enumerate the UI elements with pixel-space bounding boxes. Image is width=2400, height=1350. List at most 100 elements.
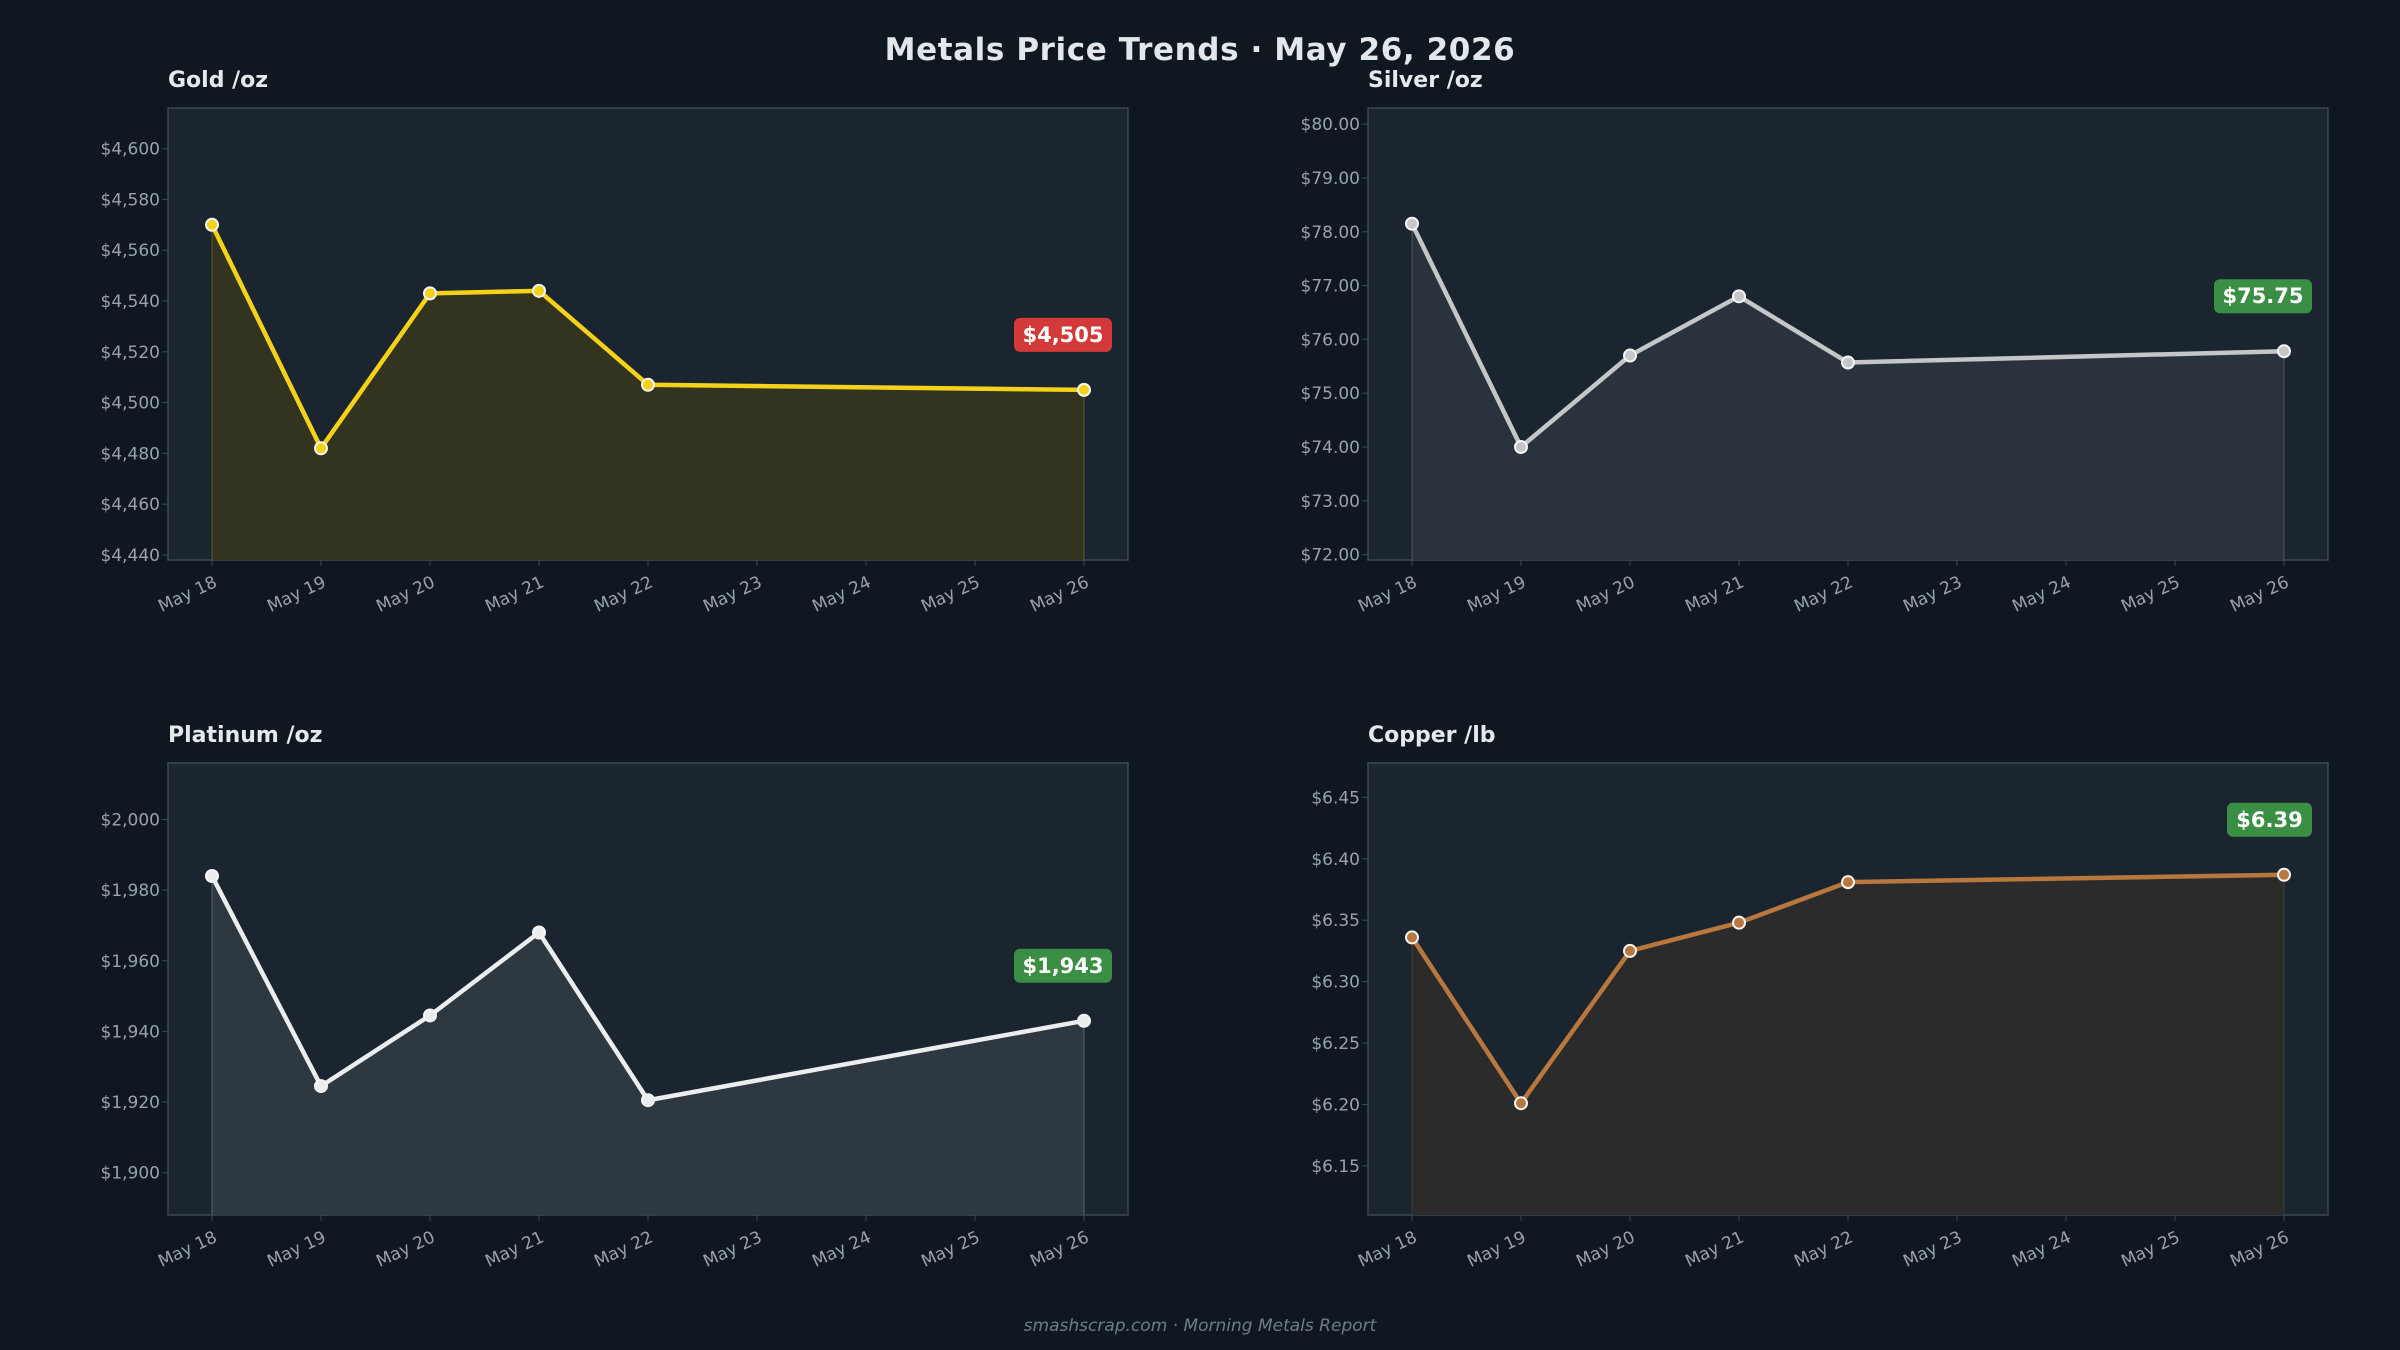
x-tick-label: May 24 bbox=[809, 572, 874, 616]
y-tick-label: $75.00 bbox=[1301, 384, 1360, 404]
data-point bbox=[1623, 348, 1637, 363]
x-tick-label: May 22 bbox=[1791, 1227, 1856, 1271]
y-tick-label: $4,540 bbox=[101, 292, 160, 312]
x-tick-label: May 26 bbox=[2227, 1227, 2292, 1271]
x-tick-label: May 25 bbox=[918, 1227, 983, 1271]
x-tick-label: May 23 bbox=[1900, 1227, 1965, 1271]
data-point bbox=[641, 1093, 655, 1108]
x-tick-label: May 20 bbox=[373, 572, 438, 616]
x-tick-label: May 19 bbox=[264, 572, 329, 616]
x-tick-label: May 25 bbox=[918, 572, 983, 616]
x-tick-label: May 22 bbox=[591, 572, 656, 616]
x-tick-label: May 21 bbox=[482, 572, 547, 616]
y-tick-label: $6.15 bbox=[1311, 1157, 1360, 1177]
area-fill bbox=[1412, 223, 2284, 560]
x-tick-label: May 24 bbox=[2009, 1227, 2074, 1271]
x-tick-label: May 24 bbox=[2009, 572, 2074, 616]
y-tick-label: $6.35 bbox=[1311, 911, 1360, 931]
y-tick-label: $4,580 bbox=[101, 190, 160, 210]
data-point bbox=[205, 869, 219, 883]
x-tick-label: May 22 bbox=[591, 1227, 656, 1271]
area-fill bbox=[212, 876, 1084, 1215]
data-point bbox=[641, 377, 655, 392]
price-badge-label: $75.75 bbox=[2222, 284, 2303, 308]
y-tick-label: $78.00 bbox=[1301, 223, 1360, 243]
y-tick-label: $1,980 bbox=[101, 881, 160, 901]
x-tick-label: May 26 bbox=[1027, 1227, 1092, 1271]
series-line bbox=[1409, 872, 2287, 1106]
x-tick-label: May 26 bbox=[1027, 572, 1092, 616]
y-tick-label: $4,520 bbox=[101, 343, 160, 363]
y-tick-label: $4,460 bbox=[101, 495, 160, 515]
data-point bbox=[1514, 1096, 1528, 1111]
y-tick-label: $4,480 bbox=[101, 444, 160, 464]
x-tick-label: May 26 bbox=[2227, 572, 2292, 616]
chart-title: Platinum /oz bbox=[168, 723, 322, 748]
price-badge bbox=[1014, 317, 1112, 352]
y-tick-label: $1,960 bbox=[101, 952, 160, 972]
y-tick-label: $6.45 bbox=[1311, 788, 1360, 808]
data-point bbox=[1841, 875, 1855, 890]
y-tick-label: $6.40 bbox=[1311, 850, 1360, 870]
y-tick-label: $4,600 bbox=[101, 140, 160, 160]
y-tick-label: $4,440 bbox=[101, 546, 160, 566]
y-tick-label: $1,900 bbox=[101, 1164, 160, 1184]
data-point bbox=[1841, 355, 1855, 370]
x-tick-label: May 21 bbox=[482, 1227, 547, 1271]
price-badge bbox=[2227, 802, 2312, 837]
y-tick-label: $73.00 bbox=[1301, 492, 1360, 512]
chart-panel-2: Silver /oz $72.00 $73.00 $74.00 $75.00 $76.00… bbox=[1301, 68, 2329, 617]
data-point bbox=[423, 286, 437, 301]
area-fill bbox=[212, 224, 1084, 560]
x-tick-label: May 25 bbox=[2118, 572, 2183, 616]
data-point bbox=[532, 925, 546, 940]
x-tick-label: May 20 bbox=[373, 1227, 438, 1271]
price-badge bbox=[1014, 948, 1112, 983]
x-tick-label: May 23 bbox=[700, 572, 765, 616]
data-point bbox=[205, 217, 219, 232]
x-tick-label: May 19 bbox=[264, 1227, 329, 1271]
x-tick-label: May 18 bbox=[1355, 572, 1420, 616]
x-tick-label: May 23 bbox=[700, 1227, 765, 1271]
price-badge bbox=[2214, 279, 2312, 314]
data-point bbox=[423, 1008, 437, 1023]
series-line bbox=[1409, 221, 2287, 450]
y-tick-label: $76.00 bbox=[1301, 330, 1360, 350]
data-point bbox=[1514, 440, 1528, 454]
data-point bbox=[1077, 382, 1091, 397]
chart-title: Gold /oz bbox=[168, 68, 268, 93]
data-point bbox=[2277, 344, 2291, 359]
x-tick-label: May 18 bbox=[155, 1227, 220, 1271]
series-line bbox=[209, 222, 1087, 451]
x-tick-label: May 20 bbox=[1573, 572, 1638, 616]
chart-title: Copper /lb bbox=[1368, 723, 1496, 748]
y-tick-label: $1,940 bbox=[101, 1022, 160, 1042]
price-badge-label: $1,943 bbox=[1022, 954, 1103, 978]
y-tick-label: $74.00 bbox=[1301, 438, 1360, 458]
x-tick-label: May 18 bbox=[155, 572, 220, 616]
chart-panel-4: Copper /lb $6.15 $6.20 $6.25 $6.30 $6.35 $6.40… bbox=[1311, 723, 2329, 1272]
data-point bbox=[532, 283, 546, 298]
x-tick-label: May 22 bbox=[1791, 572, 1856, 616]
data-point bbox=[1405, 930, 1419, 945]
series-line bbox=[209, 873, 1087, 1103]
x-tick-label: May 20 bbox=[1573, 1227, 1638, 1271]
y-tick-label: $6.25 bbox=[1311, 1034, 1360, 1054]
data-point bbox=[1623, 943, 1637, 958]
y-tick-label: $6.20 bbox=[1311, 1095, 1360, 1115]
data-point bbox=[2277, 867, 2291, 882]
y-tick-label: $4,560 bbox=[101, 241, 160, 261]
data-point bbox=[1405, 216, 1419, 231]
x-tick-label: May 21 bbox=[1682, 572, 1747, 616]
y-tick-label: $79.00 bbox=[1301, 169, 1360, 189]
data-point bbox=[1732, 915, 1746, 930]
area-fill bbox=[1412, 874, 2284, 1215]
chart-title: Silver /oz bbox=[1368, 68, 1483, 93]
chart-panel-3: Platinum /oz $1,900 $1,920 $1,940 $1,960 $1,9… bbox=[101, 723, 1129, 1272]
x-tick-label: May 24 bbox=[809, 1227, 874, 1271]
data-point bbox=[1077, 1013, 1091, 1028]
footer-credit: smashscrap.com · Morning Metals Report bbox=[1023, 1316, 1377, 1336]
price-badge-label: $6.39 bbox=[2236, 808, 2302, 832]
x-tick-label: May 18 bbox=[1355, 1227, 1420, 1271]
